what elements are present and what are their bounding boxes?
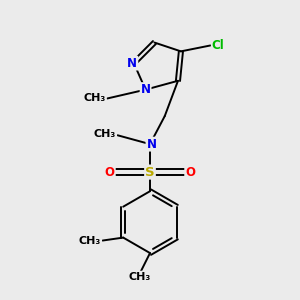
Text: Cl: Cl	[212, 39, 225, 52]
Text: N: N	[127, 57, 137, 70]
Text: S: S	[145, 166, 155, 178]
Text: N: N	[146, 138, 157, 151]
Text: CH₃: CH₃	[84, 94, 106, 103]
Text: O: O	[185, 166, 195, 178]
Text: CH₃: CH₃	[94, 129, 116, 139]
Text: CH₃: CH₃	[79, 236, 101, 245]
Text: O: O	[105, 166, 115, 178]
Text: N: N	[141, 83, 151, 96]
Text: CH₃: CH₃	[129, 272, 151, 282]
